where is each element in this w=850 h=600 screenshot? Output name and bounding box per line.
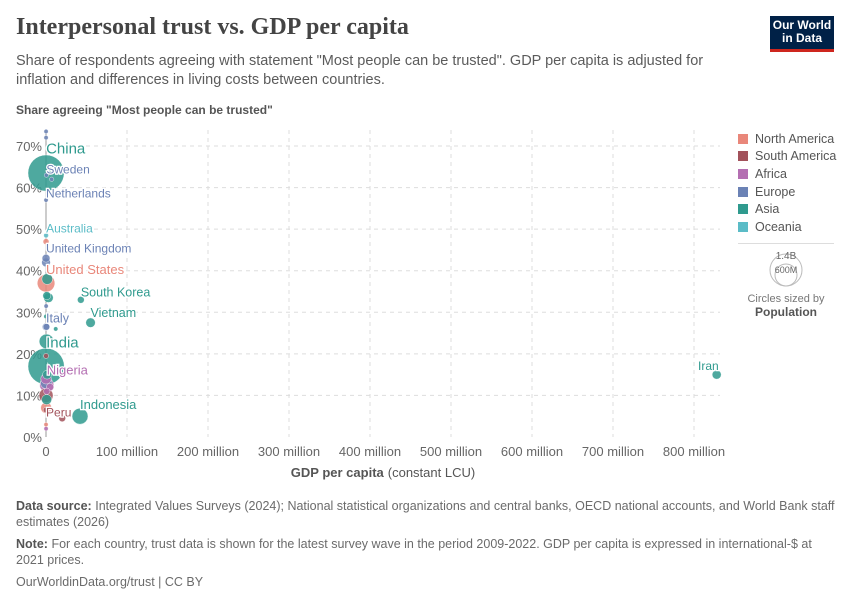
legend-swatch	[738, 221, 748, 232]
x-axis-title-main: GDP per capita	[291, 465, 385, 480]
legend-item-africa[interactable]: Africa	[738, 165, 836, 183]
scatter-plot: 0%10%20%30%40%50%60%70%0 100 million 200 m…	[16, 129, 725, 480]
x-tick-label: 200 million	[177, 444, 239, 459]
legend-swatch	[738, 133, 748, 144]
chart-subtitle: Share of respondents agreeing with state…	[16, 53, 704, 88]
point-label: Nigeria	[47, 363, 89, 378]
x-tick-label: 100 million	[96, 444, 158, 459]
x-tick-label: 500 million	[420, 444, 482, 459]
legend-swatch	[738, 151, 748, 162]
data-point-united-kingdom[interactable]	[41, 254, 51, 263]
x-axis-title-unit: (constant LCU)	[388, 465, 475, 480]
size-legend-variable: Population	[755, 305, 817, 319]
source-label: Data source:	[16, 499, 92, 513]
data-point[interactable]	[58, 414, 66, 422]
data-point[interactable]	[42, 238, 50, 245]
point-label: Peru	[46, 405, 71, 419]
data-point-indonesia[interactable]	[71, 408, 89, 425]
note-label: Note:	[16, 537, 48, 551]
data-point[interactable]	[43, 422, 49, 427]
data-point-vietnam[interactable]	[85, 317, 96, 328]
x-tick-label: 0	[42, 444, 49, 459]
data-point[interactable]	[43, 313, 49, 319]
legend-item-south-america[interactable]: South America	[738, 148, 836, 166]
point-label: South Korea	[81, 285, 151, 299]
point-label: Vietnam	[91, 306, 137, 320]
owid-logo[interactable]: Our World in Data	[770, 16, 834, 52]
size-label-small: 600M	[775, 265, 798, 275]
point-label: China	[46, 140, 86, 157]
y-tick-label: 30%	[16, 305, 42, 320]
data-point-iran[interactable]	[711, 369, 722, 380]
point-label: Iran	[698, 359, 719, 373]
legend-label: Asia	[755, 202, 780, 217]
credit-link[interactable]: OurWorldinData.org/trust | CC BY	[16, 575, 204, 589]
y-tick-label: 70%	[16, 139, 42, 154]
legend-label: North America	[755, 131, 835, 146]
point-label: India	[46, 335, 79, 352]
data-point[interactable]	[43, 353, 49, 359]
legend-swatch	[738, 186, 748, 197]
data-point[interactable]	[41, 273, 53, 285]
data-point-south-korea[interactable]	[77, 296, 85, 304]
y-tick-label: 10%	[16, 388, 42, 403]
data-point[interactable]	[42, 370, 52, 380]
x-tick-label: 700 million	[582, 444, 644, 459]
legend-swatch	[738, 204, 748, 215]
size-legend: 1.4B 600M Circles sized by Population	[738, 243, 834, 319]
legend-label: Oceania	[755, 219, 802, 234]
size-label-large: 1.4B	[776, 251, 797, 262]
y-axis-title: Share agreeing "Most people can be trust…	[16, 103, 273, 117]
chart-title: Interpersonal trust vs. GDP per capita	[16, 14, 409, 40]
data-point[interactable]	[42, 323, 50, 331]
data-point[interactable]	[42, 291, 52, 300]
data-point[interactable]	[38, 333, 54, 349]
point-label: Netherlands	[46, 186, 111, 200]
point-label: Sweden	[46, 162, 89, 176]
x-tick-label: 300 million	[258, 444, 320, 459]
point-label: Indonesia	[80, 397, 137, 412]
data-point[interactable]	[49, 176, 55, 182]
x-tick-label: 400 million	[339, 444, 401, 459]
legend-swatch	[738, 168, 748, 179]
point-label: Italy	[46, 311, 70, 325]
legend-item-north-america[interactable]: North America	[738, 130, 836, 148]
y-tick-label: 0%	[23, 430, 42, 445]
data-point-sweden[interactable]	[44, 172, 49, 178]
point-label: United States	[46, 262, 125, 277]
legend-label: South America	[755, 149, 837, 164]
legend-label: Africa	[755, 166, 787, 181]
data-point[interactable]	[43, 303, 49, 309]
legend-item-oceania[interactable]: Oceania	[738, 218, 836, 236]
data-point-australia[interactable]	[43, 232, 49, 239]
source-text: Integrated Values Surveys (2024); Nation…	[16, 499, 835, 529]
note-text: For each country, trust data is shown fo…	[16, 537, 812, 567]
x-axis-title: GDP per capita (constant LCU)	[291, 465, 475, 480]
data-point[interactable]	[43, 426, 49, 432]
size-legend-title: Circles sized by	[747, 293, 825, 305]
point-label: United Kingdom	[46, 242, 131, 256]
point-label: Australia	[46, 222, 93, 236]
data-point[interactable]	[43, 387, 51, 395]
data-point-netherlands[interactable]	[43, 197, 49, 203]
legend-label: Europe	[755, 184, 796, 199]
y-tick-label: 40%	[16, 264, 42, 279]
footer: Data source: Integrated Values Surveys (…	[16, 498, 836, 596]
x-tick-label: 600 million	[501, 444, 563, 459]
data-point[interactable]	[53, 326, 59, 332]
legend-item-asia[interactable]: Asia	[738, 200, 836, 218]
y-tick-label: 50%	[16, 222, 42, 237]
data-point[interactable]	[43, 135, 49, 141]
data-point-peru[interactable]	[43, 406, 50, 413]
size-legend-circles: 1.4B 600M	[769, 251, 803, 287]
color-legend: North America South America Africa Europe As…	[738, 130, 836, 236]
legend-item-europe[interactable]: Europe	[738, 183, 836, 201]
x-tick-label: 800 million	[663, 444, 725, 459]
data-point[interactable]	[41, 394, 52, 405]
data-point[interactable]	[43, 129, 49, 134]
